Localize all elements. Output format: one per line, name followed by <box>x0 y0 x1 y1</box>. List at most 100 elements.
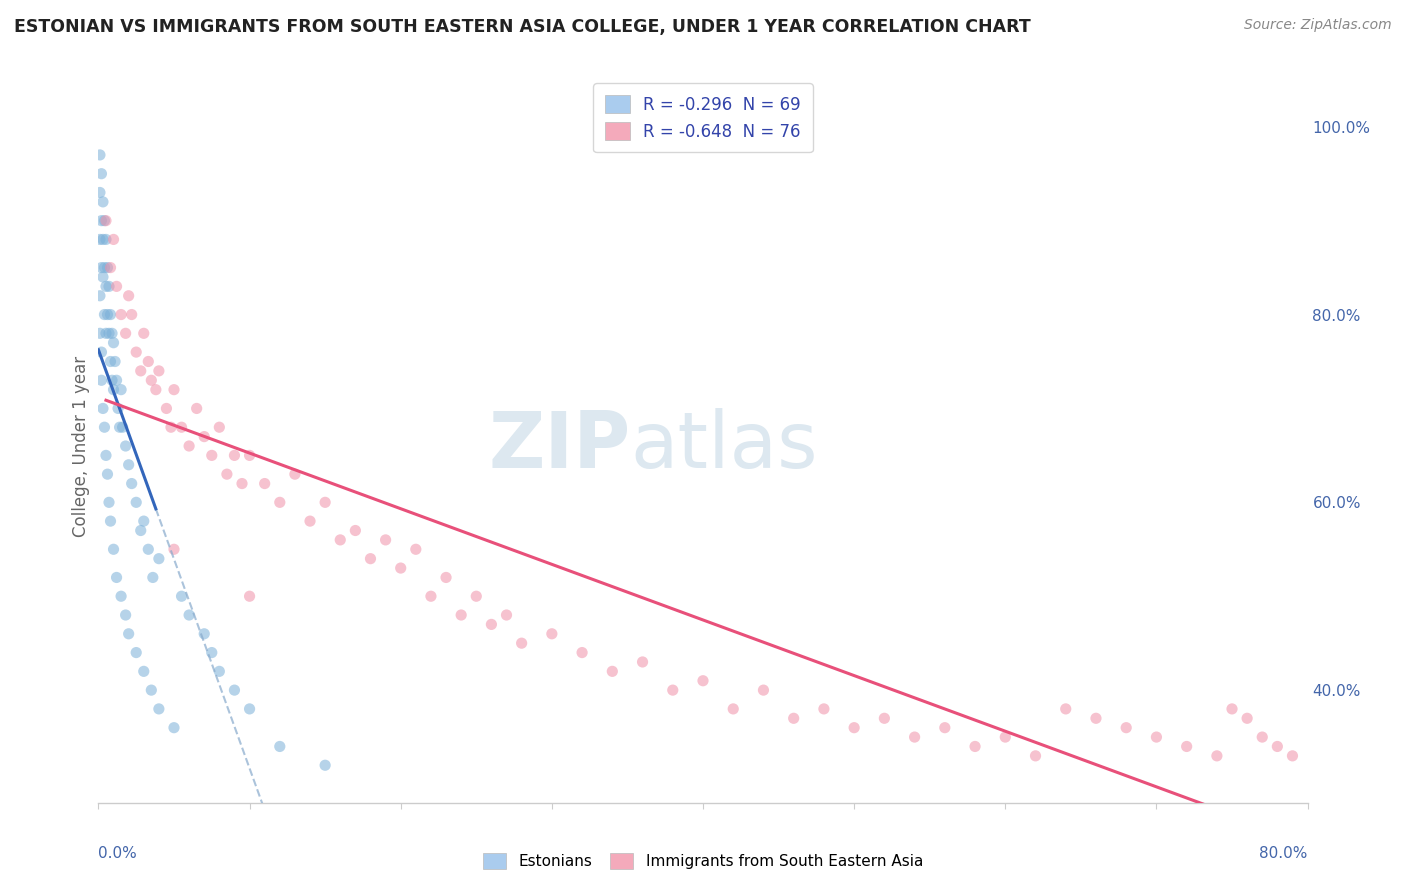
Point <box>360 551 382 566</box>
Point <box>93 420 115 434</box>
Point <box>1281 748 1303 763</box>
Point <box>1085 711 1108 725</box>
Point <box>231 476 253 491</box>
Text: 80.0%: 80.0% <box>1260 846 1308 861</box>
Point <box>148 551 170 566</box>
Point <box>1267 739 1289 754</box>
Point <box>495 607 517 622</box>
Point <box>90 373 112 387</box>
Point <box>89 289 111 303</box>
Point <box>105 570 128 584</box>
Point <box>114 439 136 453</box>
Point <box>481 617 503 632</box>
Point <box>873 711 896 725</box>
Point <box>141 683 163 698</box>
Point <box>186 401 208 416</box>
Point <box>111 420 134 434</box>
Point <box>239 449 262 463</box>
Point <box>179 607 201 622</box>
Point <box>284 467 307 482</box>
Point <box>571 646 593 660</box>
Point <box>253 476 276 491</box>
Point <box>1024 748 1046 763</box>
Point <box>239 702 262 716</box>
Point <box>208 420 231 434</box>
Point <box>98 326 121 341</box>
Point <box>94 279 117 293</box>
Point <box>179 439 201 453</box>
Point <box>374 533 396 547</box>
Point <box>163 542 186 557</box>
Point <box>170 589 193 603</box>
Point <box>1236 711 1258 725</box>
Point <box>110 383 132 397</box>
Point <box>91 194 114 209</box>
Point <box>100 514 122 528</box>
Point <box>100 260 122 275</box>
Legend: Estonians, Immigrants from South Eastern Asia: Estonians, Immigrants from South Eastern… <box>477 847 929 875</box>
Point <box>142 570 165 584</box>
Point <box>93 308 115 322</box>
Point <box>723 702 745 716</box>
Point <box>965 739 987 754</box>
Point <box>155 401 177 416</box>
Point <box>1115 721 1137 735</box>
Point <box>118 289 141 303</box>
Point <box>224 449 246 463</box>
Point <box>94 326 117 341</box>
Point <box>132 326 155 341</box>
Point <box>101 326 124 341</box>
Point <box>89 148 111 162</box>
Point <box>193 429 215 443</box>
Point <box>148 702 170 716</box>
Point <box>994 730 1017 744</box>
Point <box>91 401 114 416</box>
Point <box>114 326 136 341</box>
Point <box>94 213 117 227</box>
Point <box>1206 748 1229 763</box>
Point <box>540 627 562 641</box>
Point <box>125 495 148 509</box>
Point <box>1144 730 1167 744</box>
Point <box>661 683 683 698</box>
Point <box>98 495 121 509</box>
Point <box>93 260 115 275</box>
Point <box>145 383 167 397</box>
Point <box>201 646 224 660</box>
Point <box>299 514 322 528</box>
Point <box>89 186 111 200</box>
Point <box>103 383 125 397</box>
Point <box>602 665 624 679</box>
Point <box>93 213 115 227</box>
Point <box>389 561 412 575</box>
Point <box>100 308 122 322</box>
Point <box>1251 730 1274 744</box>
Point <box>329 533 352 547</box>
Point <box>96 308 118 322</box>
Point <box>1054 702 1077 716</box>
Point <box>90 260 112 275</box>
Point <box>118 627 141 641</box>
Point <box>90 167 112 181</box>
Point <box>314 495 336 509</box>
Point <box>405 542 427 557</box>
Point <box>465 589 488 603</box>
Point <box>121 476 143 491</box>
Point <box>344 524 367 538</box>
Point <box>450 607 472 622</box>
Point <box>125 646 148 660</box>
Point <box>215 467 238 482</box>
Legend: R = -0.296  N = 69, R = -0.648  N = 76: R = -0.296 N = 69, R = -0.648 N = 76 <box>593 83 813 153</box>
Point <box>208 665 231 679</box>
Point <box>224 683 246 698</box>
Point <box>108 420 131 434</box>
Point <box>269 739 291 754</box>
Point <box>314 758 336 772</box>
Point <box>160 420 183 434</box>
Point <box>934 721 956 735</box>
Point <box>89 326 111 341</box>
Point <box>114 607 136 622</box>
Point <box>1220 702 1243 716</box>
Point <box>107 401 129 416</box>
Point <box>813 702 835 716</box>
